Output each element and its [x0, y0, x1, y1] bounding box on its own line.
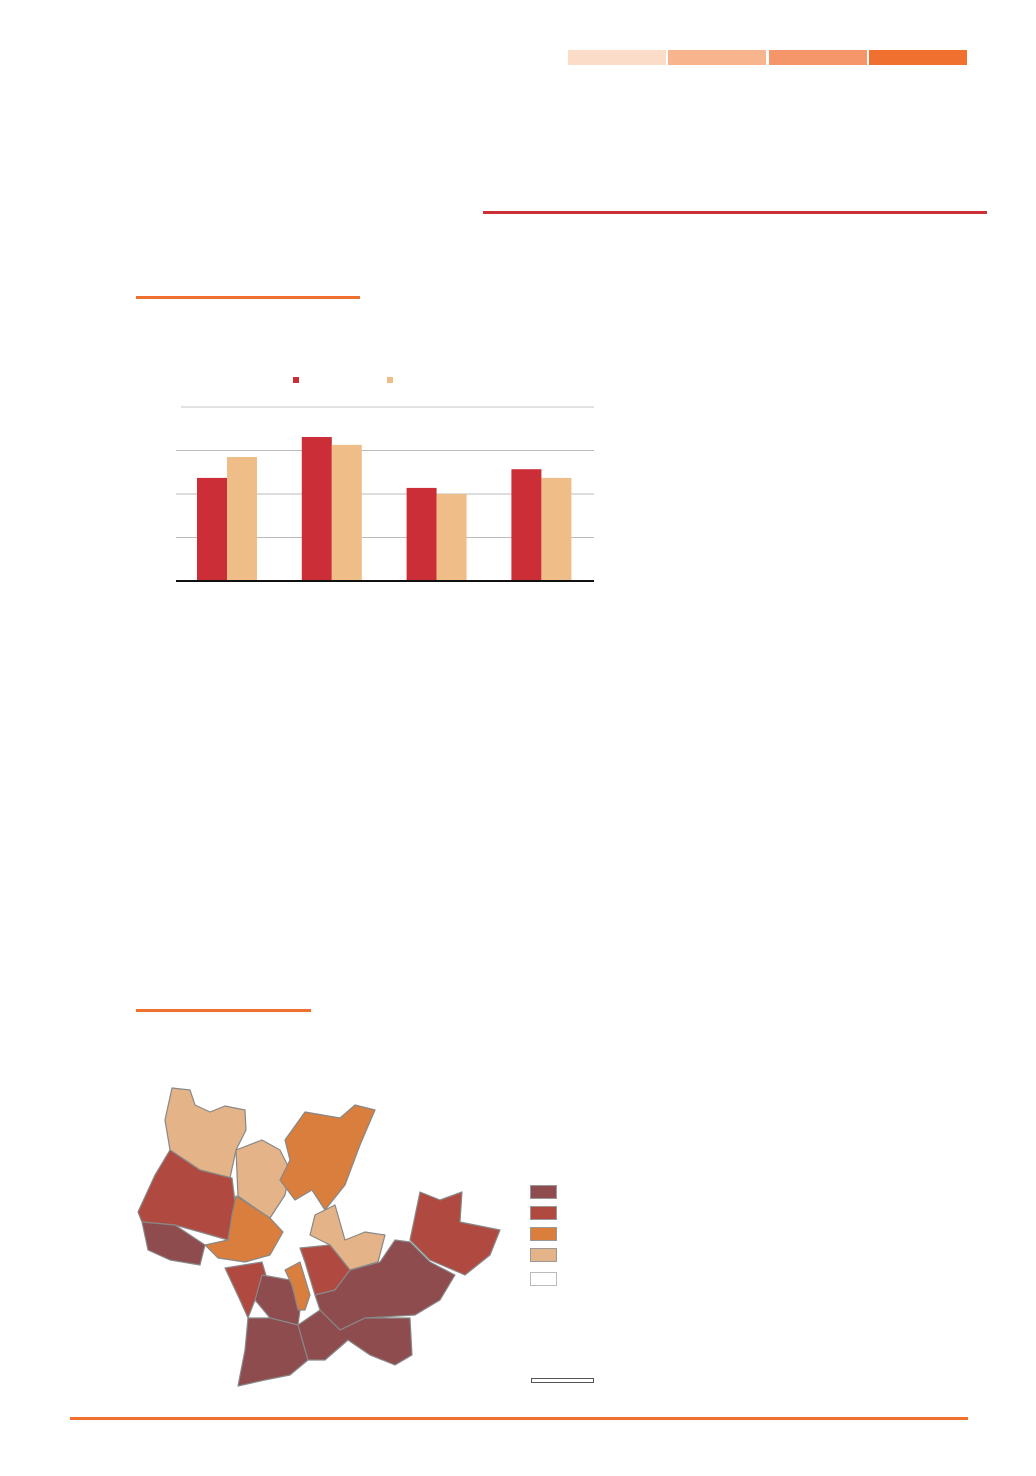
chart-section-rule — [136, 296, 360, 299]
progress-segment-1 — [568, 50, 666, 65]
map-region — [297, 1309, 413, 1366]
map-region — [141, 1221, 206, 1266]
map-region — [224, 1261, 269, 1319]
map-legend-swatch — [530, 1206, 557, 1220]
map-region — [254, 1274, 301, 1326]
footer-rule — [70, 1417, 968, 1420]
map-region — [284, 1261, 311, 1311]
bar — [197, 477, 227, 581]
map-region — [204, 1195, 284, 1263]
map-region — [164, 1087, 247, 1179]
bar — [436, 494, 467, 581]
map-region — [409, 1191, 501, 1276]
bar — [227, 457, 257, 581]
progress-segment-4 — [869, 50, 967, 65]
map-scale-bar — [531, 1378, 594, 1383]
bar — [331, 444, 362, 581]
bar-chart — [176, 377, 594, 582]
progress-segment-2 — [668, 50, 766, 65]
title-rule — [483, 211, 987, 214]
map-region — [235, 1139, 291, 1219]
map-region — [237, 1317, 309, 1387]
map-legend-swatch — [530, 1227, 557, 1241]
map-legend-swatch — [530, 1272, 557, 1286]
bar — [511, 469, 542, 581]
map-region — [279, 1104, 376, 1211]
map-legend-swatch — [530, 1185, 557, 1199]
map-region — [299, 1244, 351, 1296]
map-region — [309, 1204, 386, 1271]
bar — [541, 477, 572, 581]
progress-segment-3 — [769, 50, 867, 65]
bar — [301, 437, 332, 581]
map-section-rule — [136, 1009, 311, 1012]
legend-swatch — [293, 377, 299, 383]
legend-swatch — [387, 377, 393, 383]
map-region — [137, 1149, 237, 1241]
bar — [406, 487, 437, 581]
map-region — [314, 1239, 456, 1331]
map-legend-swatch — [530, 1248, 557, 1262]
